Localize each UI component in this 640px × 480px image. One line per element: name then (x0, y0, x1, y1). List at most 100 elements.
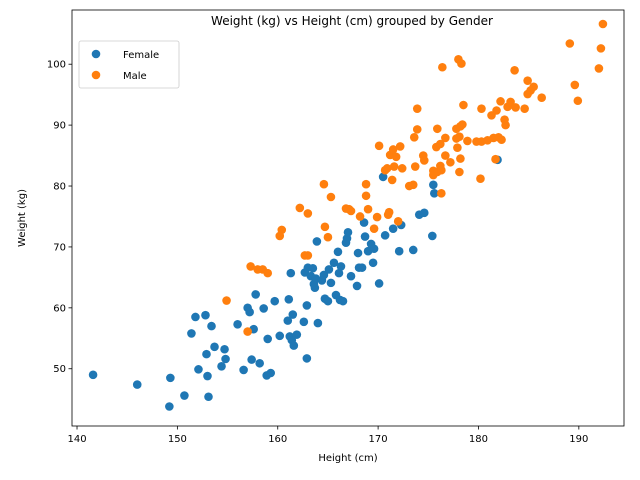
point-male-64 (455, 167, 464, 177)
point-female-54 (323, 296, 333, 306)
point-male-18 (346, 206, 356, 216)
point-female-79 (378, 172, 388, 182)
x-tick-label-170: 170 (369, 434, 388, 445)
point-male-20 (361, 191, 371, 201)
point-female-6 (191, 312, 200, 322)
point-male-41 (410, 162, 420, 171)
point-female-10 (203, 371, 212, 381)
point-male-91 (523, 76, 532, 85)
point-male-84 (501, 120, 510, 130)
point-female-12 (207, 321, 216, 331)
point-female-3 (166, 373, 175, 383)
point-female-14 (217, 362, 226, 371)
point-female-30 (275, 331, 285, 341)
point-male-69 (459, 100, 468, 110)
point-male-61 (453, 143, 462, 152)
point-female-67 (346, 271, 356, 281)
point-male-96 (570, 80, 580, 90)
point-female-57 (329, 258, 339, 268)
point-male-65 (456, 154, 465, 163)
point-female-68 (352, 281, 362, 291)
point-male-94 (537, 93, 546, 103)
point-female-77 (369, 244, 379, 254)
point-female-82 (394, 246, 404, 256)
point-female-1 (132, 380, 142, 389)
point-female-78 (374, 279, 384, 288)
point-female-31 (283, 316, 293, 325)
point-male-58 (446, 157, 455, 167)
point-male-73 (477, 104, 486, 113)
point-male-7 (277, 225, 287, 235)
point-female-80 (380, 231, 390, 240)
point-female-18 (239, 365, 248, 375)
point-male-55 (438, 62, 447, 72)
point-female-17 (233, 319, 242, 329)
point-male-89 (520, 104, 529, 113)
point-male-54 (437, 165, 446, 175)
x-tick-label-180: 180 (469, 434, 488, 445)
point-male-19 (355, 212, 365, 221)
point-female-62 (336, 262, 346, 271)
point-male-8 (295, 203, 305, 213)
point-female-13 (210, 342, 219, 352)
point-male-68 (458, 120, 467, 129)
point-female-76 (368, 258, 378, 268)
point-male-43 (412, 125, 422, 134)
point-female-36 (288, 310, 298, 319)
point-female-49 (312, 237, 322, 246)
point-male-72 (476, 174, 485, 184)
point-male-97 (573, 96, 583, 106)
point-female-15 (220, 344, 229, 354)
point-female-42 (302, 354, 312, 363)
y-tick-label-50: 50 (53, 364, 66, 375)
legend-marker-female (91, 49, 101, 59)
point-female-32 (284, 295, 294, 304)
legend-label-female: Female (123, 50, 159, 61)
point-female-8 (201, 310, 210, 320)
point-male-79 (492, 106, 501, 115)
y-tick-label-70: 70 (53, 242, 66, 253)
point-female-63 (338, 296, 348, 306)
point-male-56 (441, 151, 450, 160)
point-female-4 (180, 391, 189, 400)
point-female-5 (187, 329, 196, 338)
point-male-53 (437, 189, 446, 198)
point-female-21 (247, 355, 256, 364)
point-female-29 (270, 296, 280, 306)
point-female-2 (165, 402, 174, 411)
y-tick-label-60: 60 (53, 303, 66, 314)
legend-box (78, 40, 180, 89)
point-male-14 (323, 232, 333, 242)
point-female-9 (202, 349, 211, 359)
point-male-99 (596, 44, 606, 53)
y-axis: 50 60 70 80 90 100 (47, 60, 72, 375)
point-male-35 (393, 217, 403, 226)
point-male-36 (395, 142, 405, 151)
point-male-42 (412, 104, 422, 113)
point-female-47 (310, 283, 320, 293)
point-female-16 (221, 354, 230, 364)
point-male-2 (246, 262, 255, 271)
point-male-82 (497, 135, 506, 145)
x-tick-label-140: 140 (67, 434, 86, 445)
point-female-41 (302, 301, 312, 310)
point-female-55 (324, 265, 334, 274)
points-layer (88, 19, 608, 411)
point-male-40 (409, 133, 419, 142)
chart-title: Weight (kg) vs Height (cm) grouped by Ge… (211, 14, 493, 28)
y-axis-label: Weight (kg) (17, 189, 28, 247)
point-female-0 (88, 370, 98, 380)
point-male-32 (388, 145, 398, 154)
point-male-10 (303, 209, 313, 218)
point-male-13 (320, 222, 330, 232)
point-female-23 (251, 290, 260, 299)
point-male-33 (389, 162, 399, 171)
legend-label-male: Male (123, 71, 147, 82)
legend: Female Male (78, 40, 180, 89)
point-male-27 (382, 164, 392, 173)
point-male-34 (391, 152, 401, 162)
point-male-31 (387, 175, 397, 185)
point-male-45 (419, 156, 429, 165)
point-male-100 (598, 19, 608, 29)
